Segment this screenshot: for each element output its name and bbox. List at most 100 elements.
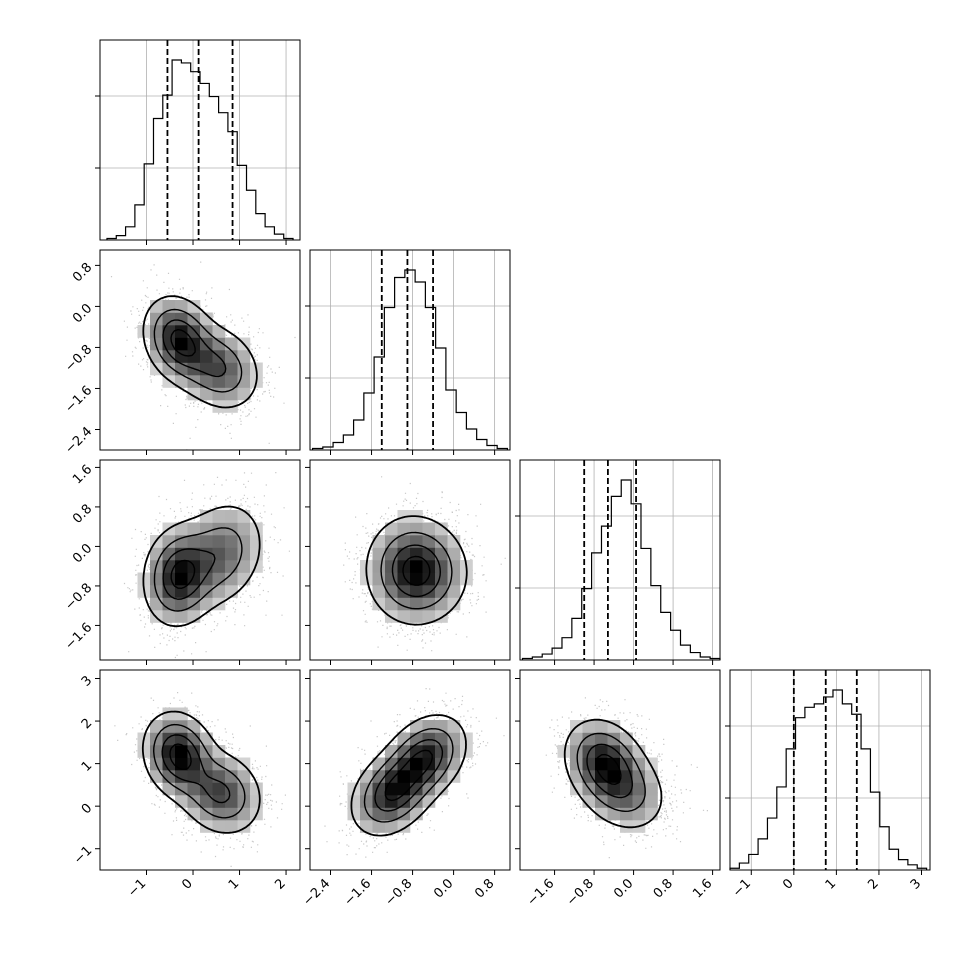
density-cell [595, 807, 608, 821]
density-cell [200, 585, 213, 598]
pair-panel-0-2: −1.6 −0.8 0.0 0.8 1.6 [62, 459, 301, 665]
density-cell [447, 720, 461, 733]
density-cell [582, 770, 596, 783]
contour-level-1 [153, 527, 243, 612]
pair-panel-1-3: −2.4 −1.6 −0.8 0.0 0.8 [300, 669, 511, 909]
density-cell [162, 770, 176, 783]
density-cell [347, 807, 361, 821]
contour-level-2 [374, 739, 444, 812]
histogram-step [311, 269, 509, 450]
density-cell [385, 560, 398, 573]
density-cell [225, 375, 238, 388]
density-cell [385, 522, 398, 536]
density-cell [372, 560, 386, 573]
density-cell [570, 745, 583, 758]
density-cell [175, 572, 188, 586]
x-tick-label: 2 [865, 876, 881, 892]
density-cell [447, 597, 461, 611]
panel-content [545, 697, 708, 859]
density-cell [162, 312, 176, 326]
density-cell [435, 535, 448, 548]
y-tick-label: −1.6 [62, 383, 95, 416]
density-cell [175, 610, 188, 623]
density-cell [570, 757, 583, 771]
density-cell [225, 770, 238, 783]
density-cell [435, 782, 448, 796]
density-cell [237, 350, 251, 363]
density-cell [150, 325, 163, 338]
y-tick-label: −0.8 [62, 581, 95, 614]
density-cell [410, 795, 423, 808]
density-cell [212, 510, 226, 523]
pair-panel-0-1: −2.4 −1.6 −0.8 0.0 0.8 [62, 249, 301, 457]
density-cell [200, 522, 213, 536]
density-cell [237, 560, 251, 573]
density-cell [212, 560, 226, 573]
density-cell [582, 757, 596, 771]
density-cell [212, 795, 226, 808]
density-cell [187, 757, 201, 771]
y-tick-label: 1.6 [70, 462, 95, 487]
density-cell [162, 350, 176, 363]
density-cell [632, 757, 646, 771]
density-cell [607, 782, 621, 796]
density-cell [385, 547, 398, 561]
density-cell [410, 560, 423, 573]
density-cell [607, 745, 621, 758]
density-cell [237, 387, 251, 401]
density-cell [397, 795, 411, 808]
contour-level-3 [169, 743, 192, 770]
x-tick-label: 0.0 [431, 876, 456, 901]
contour-level-1 [380, 531, 453, 610]
density-cell [212, 547, 226, 561]
density-cell [200, 312, 213, 326]
density-cell [372, 547, 386, 561]
y-tick-label: −1.6 [62, 620, 95, 653]
density-cell [582, 732, 596, 746]
density-cell [250, 547, 263, 561]
x-tick-label: 1 [823, 876, 839, 892]
x-tick-label: 1 [226, 876, 242, 892]
x-tick-label: 3 [908, 876, 924, 892]
density-cell [237, 757, 251, 771]
density-cell [632, 770, 646, 783]
density-cell [175, 597, 188, 611]
density-cell [422, 585, 436, 598]
density-cell [187, 807, 201, 821]
density-cell [175, 350, 188, 363]
density-cell [360, 795, 373, 808]
density-cell [397, 770, 411, 783]
density-cell [187, 522, 201, 536]
density-cell [385, 745, 398, 758]
density-cell [212, 362, 226, 376]
density-cell [162, 547, 176, 561]
density-cell [200, 807, 213, 821]
density-cell [447, 547, 461, 561]
density-cell [422, 535, 436, 548]
contour-level-2 [162, 319, 227, 378]
pair-panel-2-3: −1.6 −0.8 0.0 0.8 1.6 [515, 669, 721, 909]
density-cell [225, 337, 238, 351]
y-tick-label: −0.8 [62, 342, 95, 375]
density-cell [237, 522, 251, 536]
density-cell [607, 732, 621, 746]
density-cell [212, 375, 226, 388]
panel-border [99, 669, 301, 871]
density-cell [570, 732, 583, 746]
contour-level-3 [170, 329, 196, 357]
density-cell [422, 782, 436, 796]
density-cell [422, 547, 436, 561]
histogram-step [729, 689, 928, 870]
contour-level-0 [365, 515, 468, 626]
density-cell [645, 795, 658, 808]
density-cell [200, 560, 213, 573]
density-cell [372, 535, 386, 548]
contour-level-2 [162, 548, 216, 600]
density-cell [162, 535, 176, 548]
x-tick-label: −1.6 [524, 876, 557, 909]
panel-border [99, 249, 301, 451]
density-cell [447, 732, 461, 746]
density-cell [435, 522, 448, 536]
density-cell [447, 560, 461, 573]
density-cell [435, 732, 448, 746]
